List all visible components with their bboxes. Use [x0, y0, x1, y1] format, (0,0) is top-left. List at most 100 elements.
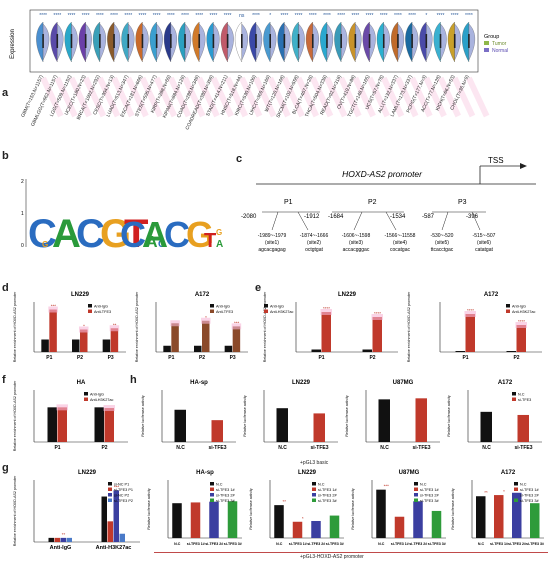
panel-label-a: a: [2, 87, 9, 99]
violin-sig: ****: [351, 13, 359, 19]
label-highlight: [437, 76, 461, 118]
violin-tumor: [206, 21, 214, 63]
bar-highlight: [56, 404, 68, 411]
label-highlight: [97, 76, 121, 118]
violin-box: [255, 34, 257, 48]
violin-normal: [284, 23, 291, 61]
violin-tumor: [263, 21, 271, 63]
label-highlight: [423, 76, 447, 118]
x-tick-label: si-TFE3 1#: [289, 542, 307, 546]
svg-text:A: A: [142, 214, 168, 255]
sig-label: *: [83, 324, 85, 329]
chart-h-top-u87mg: U87MG Relative luciferase activity N.C si-T…: [345, 380, 440, 451]
site2-range: -1874~-1666: [300, 233, 329, 239]
legend-label: si-NC P2: [114, 493, 129, 497]
bar: [174, 409, 186, 442]
panel-label-c: c: [236, 153, 243, 165]
violin-box: [84, 34, 87, 48]
sig-label: **: [282, 499, 286, 504]
violin-tumor: [277, 21, 285, 63]
x-tick-label: si-TFE3 2#: [307, 542, 325, 546]
site1-seq: agcacgagag: [258, 247, 285, 253]
violin-normal: [184, 23, 192, 61]
bar-highlight: [109, 325, 120, 332]
y-axis-label: Relative luciferase activity: [451, 488, 455, 530]
label-highlight: [196, 76, 220, 118]
violin-normal: [369, 23, 376, 61]
bar: [194, 345, 202, 352]
bar: [48, 537, 54, 542]
panel-label-g: g: [2, 462, 9, 474]
legend-label: si-TFE3 3#: [216, 499, 235, 503]
legend-label: N.C: [520, 482, 527, 486]
bar: [431, 510, 442, 538]
violin-normal: [355, 23, 362, 61]
violin-sig: ****: [82, 13, 90, 19]
svg-text:A: A: [52, 212, 81, 256]
promoter-map: HOXD-AS2 promoter TSS P1 -2080 -1912 P2 …: [241, 156, 536, 253]
violin-normal: [128, 23, 135, 61]
bar: [329, 515, 340, 538]
site5-range: -530~-520: [431, 233, 454, 239]
legend-swatch: [210, 487, 214, 491]
chart-title: A172: [195, 292, 210, 298]
legend-swatch-tumor: [484, 41, 489, 45]
sig-label: **: [113, 322, 117, 327]
legend-label: si-TFE3 P2: [114, 499, 133, 503]
svg-text:T: T: [204, 230, 216, 252]
violin-normal: [383, 23, 390, 61]
y-axis-label: Relative enrichment of HOXD-AS2 promoter: [13, 380, 17, 451]
p2-start: -1684: [328, 214, 344, 220]
region-p3: P3: [458, 199, 467, 206]
label-highlight: [54, 76, 78, 118]
bar: [190, 502, 201, 538]
motif-logo-panel: 2 1 0 C A C G T A C G: [21, 179, 165, 256]
sig-label: ***: [51, 304, 57, 309]
site5-name: (site5): [435, 240, 449, 246]
p2-end: -1534: [390, 214, 406, 220]
legend-label: si-TFE3 3#: [520, 499, 539, 503]
y-axis-label: Relative luciferase activity: [351, 488, 355, 530]
x-tick-label: si-TFE3 2#: [409, 542, 427, 546]
violin-box: [56, 34, 59, 48]
chart-title: HA: [77, 380, 86, 386]
site4-seq: cocatgac: [390, 247, 411, 253]
site3-name: (site3): [349, 240, 363, 246]
sig-label: *: [302, 516, 304, 521]
x-tick-label: si-TFE3 1#: [490, 542, 508, 546]
x-tick-label: N.C: [174, 542, 181, 546]
bar: [274, 505, 284, 538]
bar: [227, 501, 238, 538]
sig-label: ****: [518, 319, 525, 324]
legend-label: si-TFE3 1#: [420, 488, 439, 492]
bar: [512, 492, 522, 538]
violin-box: [141, 34, 144, 48]
legend-swatch: [108, 487, 112, 491]
violin-tumor: [92, 21, 101, 63]
x-tick-label: Anti-H3K27ac: [96, 545, 132, 551]
violin-box: [42, 34, 44, 48]
label-highlight: [409, 76, 433, 118]
violin-normal: [113, 23, 121, 61]
sig-label: ****: [467, 308, 474, 313]
violin-normal: [156, 23, 163, 61]
violin-box: [340, 34, 342, 48]
violin-tumor: [50, 21, 58, 63]
x-tick-label: N.C: [378, 542, 385, 546]
violin-sig: ns: [239, 13, 245, 19]
x-tick-label: N.C: [276, 542, 283, 546]
legend-swatch: [108, 482, 112, 486]
legend-label: N.C: [318, 482, 325, 486]
violin-tumor: [192, 21, 200, 63]
violin-box: [184, 34, 186, 48]
y-axis-label: Relative luciferase activity: [141, 395, 145, 437]
x-tick-label: P2: [369, 355, 375, 361]
logo-ytick-0: 0: [21, 243, 24, 249]
sig-label: **: [484, 490, 488, 495]
bar: [516, 325, 526, 352]
chart-title: LN229: [292, 380, 311, 386]
x-tick-label: si-TFE3 2#: [205, 542, 223, 546]
chart-title: LN229: [298, 470, 317, 476]
panel-label-e: e: [255, 282, 262, 294]
violin-tumor: [447, 21, 455, 63]
